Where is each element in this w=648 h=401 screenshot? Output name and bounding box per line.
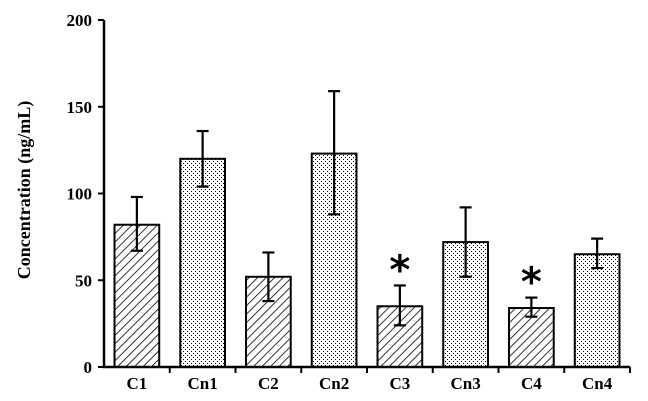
annotations-group: * * [389,247,542,305]
y-tick-label-200: 200 [67,11,93,30]
x-tick-label-c1: C1 [126,374,147,393]
y-tick-label-50: 50 [75,271,92,290]
significance-asterisk-c4: * [521,260,542,306]
significance-asterisk-c3: * [389,247,410,293]
x-tick-label-cn2: Cn2 [319,374,349,393]
x-tick-label-cn1: Cn1 [188,374,218,393]
y-tick-label-150: 150 [67,98,93,117]
bar-cn1 [179,157,226,368]
bar-cn4 [573,253,621,369]
bars-group [113,152,621,369]
x-tick-label-c4: C4 [521,374,542,393]
y-tick-label-100: 100 [67,185,93,204]
y-tick-group: 0 50 100 150 200 [67,11,104,377]
y-tick-label-0: 0 [84,358,93,377]
x-tick-label-c3: C3 [389,374,410,393]
x-tick-group: C1 Cn1 C2 Cn2 C3 Cn3 C4 Cn4 [126,367,631,393]
y-axis-title: Concentration (ng/mL) [14,101,35,280]
x-tick-label-cn4: Cn4 [582,374,613,393]
x-tick-label-c2: C2 [258,374,279,393]
x-tick-label-cn3: Cn3 [451,374,481,393]
error-bars-group [130,90,604,327]
